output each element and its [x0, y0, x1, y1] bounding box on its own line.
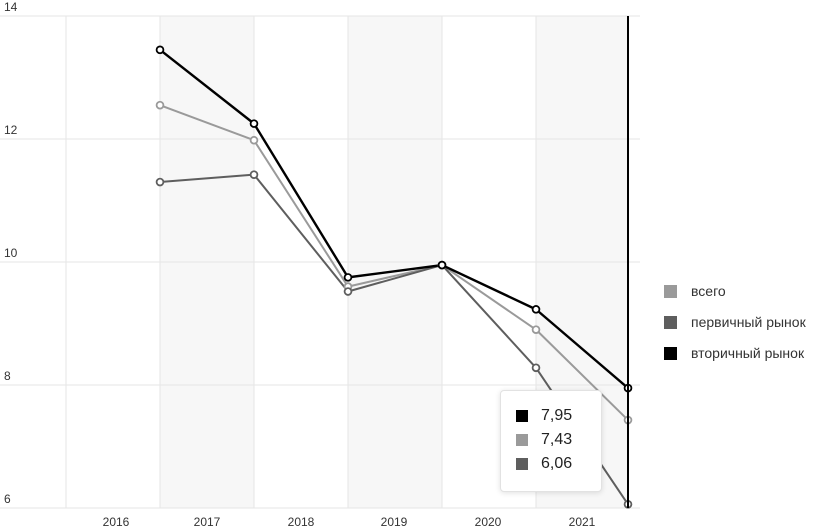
data-point [155, 177, 165, 187]
x-tick-label: 2019 [381, 515, 408, 529]
x-tick-label: 2017 [194, 515, 221, 529]
tooltip-swatch [516, 458, 528, 470]
legend-swatch [664, 315, 677, 329]
data-point [155, 100, 165, 110]
tooltip-value: 7,95 [541, 407, 573, 424]
data-point [343, 273, 353, 282]
data-point [249, 135, 259, 145]
legend-label: вторичный рынок [691, 345, 805, 361]
x-tick-label: 2018 [288, 515, 315, 529]
data-point [249, 119, 259, 128]
tooltip-row: 7,43 [516, 431, 601, 449]
y-tick-label: 10 [4, 246, 18, 260]
tooltip-row: 7,95 [516, 407, 601, 425]
tooltip-swatch [516, 410, 528, 422]
x-axis-ticks: 2016 2017 2018 2019 2020 2021 [103, 515, 596, 529]
tooltip-row: 6,06 [516, 455, 601, 473]
legend-item-secondary-market[interactable]: вторичный рынок [664, 344, 806, 362]
legend-swatch [664, 284, 677, 298]
data-point [531, 363, 541, 373]
data-point [343, 287, 353, 296]
legend-item-total[interactable]: всего [664, 282, 806, 300]
grid [0, 15, 640, 509]
legend: всего первичный рынок вторичный рынок [664, 282, 806, 375]
y-tick-label: 12 [4, 123, 18, 137]
legend-label: всего [691, 283, 726, 299]
legend-swatch [664, 346, 677, 360]
tooltip-swatch [516, 434, 528, 446]
data-point [531, 325, 541, 334]
legend-item-primary-market[interactable]: первичный рынок [664, 313, 806, 331]
x-tick-label: 2021 [569, 515, 596, 529]
series-line [159, 48, 629, 389]
legend-label: первичный рынок [691, 314, 806, 330]
y-axis-ticks: 14 12 10 8 6 [4, 0, 18, 506]
y-tick-label: 14 [4, 0, 18, 14]
data-point [249, 170, 259, 179]
y-tick-label: 8 [4, 369, 11, 383]
y-tick-label: 6 [4, 492, 11, 506]
data-point [155, 45, 165, 55]
data-point [437, 260, 447, 270]
data-point [531, 305, 541, 314]
x-tick-label: 2020 [475, 515, 502, 529]
series-line [159, 104, 629, 421]
value-tooltip: 7,95 7,43 6,06 [500, 390, 602, 492]
series-points [155, 45, 633, 509]
x-tick-label: 2016 [103, 515, 130, 529]
tooltip-value: 6,06 [541, 455, 573, 472]
tooltip-value: 7,43 [541, 431, 573, 448]
